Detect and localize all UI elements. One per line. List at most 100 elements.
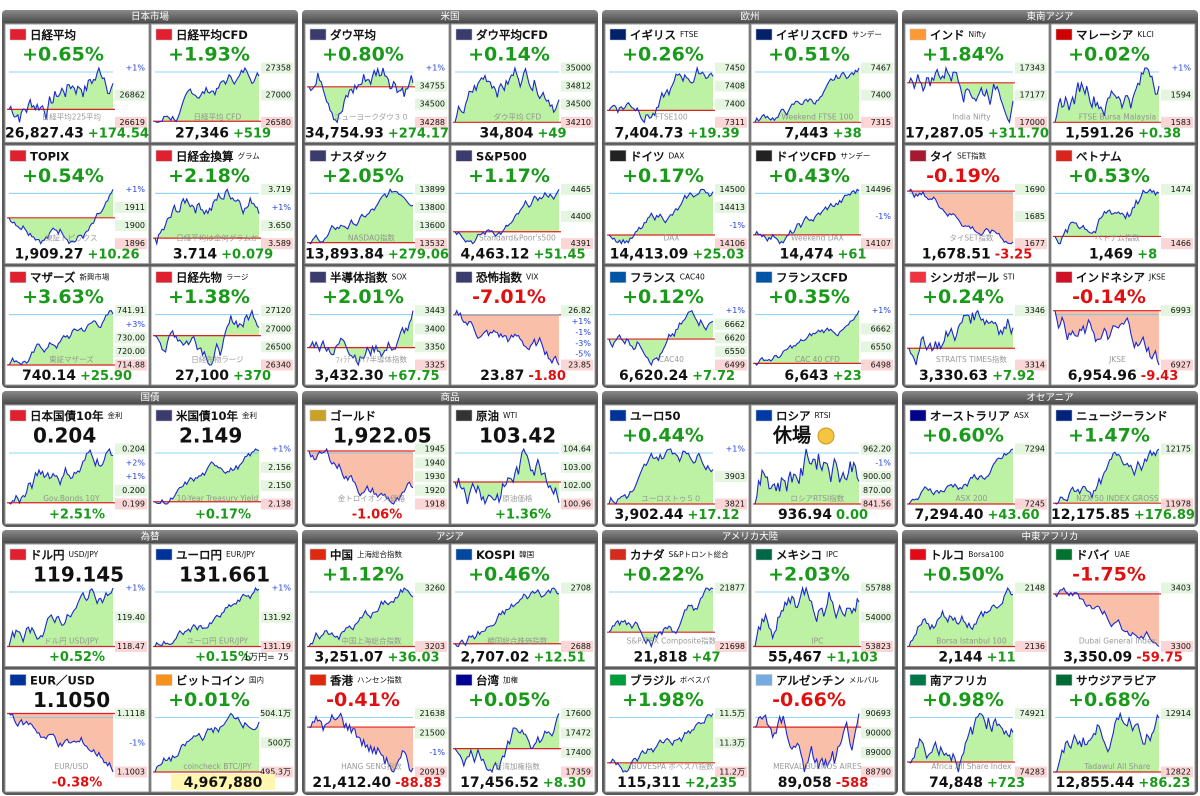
spark-area [909,449,1013,504]
axis-label: 4391 [571,239,591,248]
price: 26,827.43 [5,125,84,141]
label-bg [261,89,293,101]
label-bg [1015,443,1047,455]
axis-label: 118.47 [117,642,145,651]
tile-name: 日経平均 [30,28,76,42]
axis-label: 0.200 [122,486,145,495]
label-bg [415,341,447,353]
axis-label: 21500 [420,729,445,738]
label-bg [261,62,293,74]
axis-label: 23.85 [568,361,591,370]
axis-label: 17177 [1020,91,1045,100]
axis-label: +1% [126,185,146,194]
flag [155,548,173,561]
change: -0.66% [772,689,846,711]
label-bg [415,305,447,317]
price: 1,909.27 [14,247,83,263]
diff: +61 [838,247,867,262]
tile-name: 日経先物 ラージ [176,270,249,284]
label-bg [415,582,447,594]
axis-label: 720.00 [117,347,145,356]
price: 115,311 [617,775,681,791]
spark-line [908,586,1014,647]
change: +1.12% [322,564,404,586]
axis-label: +1% [572,317,592,326]
axis-label: +1% [126,472,146,481]
spark-area [9,713,113,772]
tile-name: ゴールド [330,409,376,423]
label-bg [561,80,593,92]
flag [455,271,473,283]
label-bg [415,323,447,335]
label-bg [1015,116,1047,128]
axis-label: 870.00 [863,486,891,495]
axis-label: 7245 [1025,500,1045,509]
label-bg [861,708,893,719]
axis-label: 4400 [571,212,591,221]
axis-label: 6550 [871,342,891,351]
label-bg [415,116,447,128]
market-tile: ニュージーランド NZX 50 INDEX GROSS 12175 11978 +1.4… [1050,404,1196,525]
tile-name: ドル円 USD/JPY [30,548,99,562]
flag [755,28,773,41]
watermark: Gov.Bonds 10Y [43,494,100,503]
section-header [602,10,898,23]
axis-label: 53823 [866,642,891,651]
price-line: 3,432.30 +67.75 [314,368,439,384]
closed: 休場 [772,425,811,447]
spark-line [454,65,560,123]
axis-label: 54000 [866,613,891,622]
label-bg [861,641,893,652]
spark-line [8,447,114,505]
flag [155,674,173,686]
axis-label: 17472 [566,729,591,738]
axis-label: 11.5万 [719,709,745,718]
flag [9,409,27,422]
name-sub: サンデー [840,150,870,160]
spark-line [154,448,260,505]
axis-label: 34812 [566,82,591,91]
axis-label: 14107 [866,239,891,248]
name: トルコ [930,548,964,562]
axis-label: 1.1118 [117,709,145,718]
price-line: 3,350.09 -59.75 [1063,650,1183,666]
tile-name: ユーロ50 [630,409,681,423]
price-line: 7,294.40 +43.60 [914,507,1039,523]
price-line: 1,469 +8 [1089,247,1157,263]
name: 台湾 [476,673,499,687]
flag [9,271,27,283]
spark-line [608,587,714,649]
rate: 119.145 [33,563,124,587]
label-bg [715,359,747,371]
tile-name: ダウ平均CFD [476,28,548,42]
label-bg [261,766,293,778]
label-bg [261,323,293,335]
spark-line [454,189,560,245]
diff: +519 [233,126,271,141]
watermark: HANG SENG指数 [341,761,402,771]
flag [755,409,773,422]
axis-label: 27120 [266,306,291,315]
label-bg [861,498,893,510]
label-bg [115,359,147,371]
axis-label: 730.00 [117,333,145,342]
name: KOSPI [476,548,515,562]
axis-label: +2% [126,458,146,467]
tile-name: 恐怖指数 VIX [476,270,538,284]
axis-label: 1920 [425,486,445,495]
axis-label: 3260 [425,584,445,593]
rate: 103.42 [479,424,556,448]
price-line: 3,902.44 +17.12 [614,507,739,523]
axis-label: 17400 [566,748,591,757]
flag [609,409,627,422]
diff: +311.70 [988,126,1049,141]
tile-name: ナスダック [330,149,388,163]
name: カナダ [630,548,665,562]
flag [155,409,173,422]
axis-label: 500万 [268,738,291,747]
label-bg [715,471,747,482]
name-sub: 上海総合指数 [357,549,402,559]
flag [609,674,627,686]
spark-area [1055,449,1159,504]
